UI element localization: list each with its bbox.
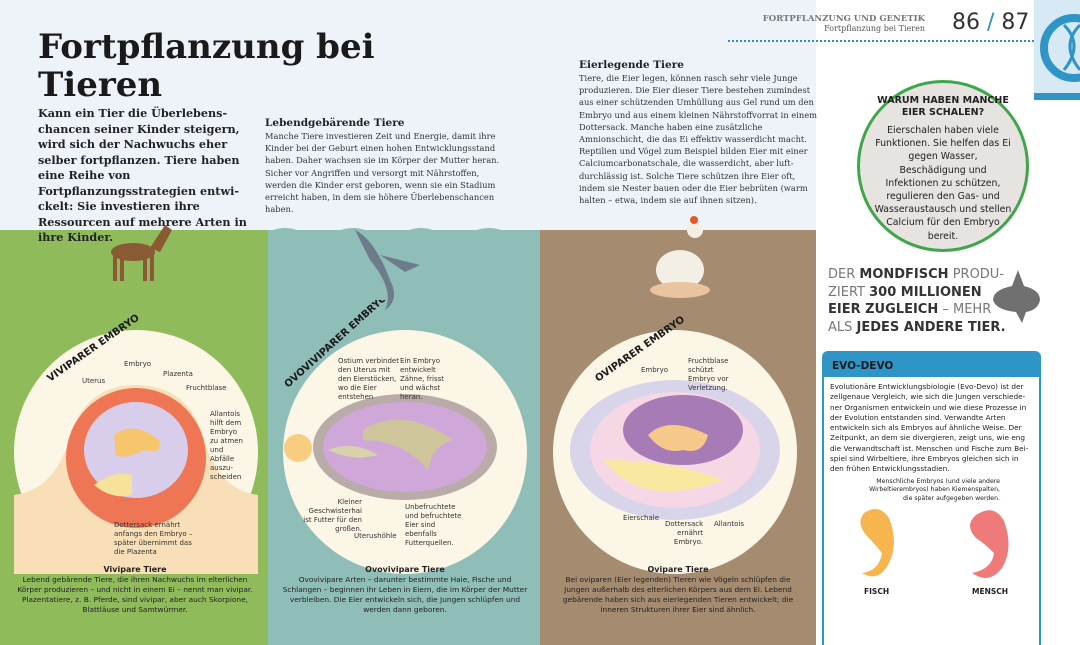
- caption-title: Ovipare Tiere: [647, 565, 709, 574]
- page-left: 86: [952, 10, 980, 35]
- evo-devo-box: EVO-DEVO Evolutionäre Entwicklungsbiolog…: [822, 351, 1041, 645]
- viviparous-diagram: [14, 330, 258, 574]
- label-uterine-cavity: Uterushöhle: [354, 532, 397, 540]
- caption-viviparous: Vivipare Tiere Lebend gebärende Tiere, di…: [10, 565, 260, 615]
- intro-text: Kann ein Tier die Überlebens­chancen sei…: [38, 106, 247, 244]
- label-amnion: Fruchtblase: [186, 384, 227, 392]
- animals-illustration: [111, 216, 710, 310]
- label-yolk-sac: Dottersack ernährt anfangs den Embryo – …: [114, 521, 193, 556]
- fish-label: FISCH: [864, 587, 890, 596]
- label-ostium: Ostium verbindet den Uterus mit den Eier…: [338, 357, 399, 401]
- evo-devo-text: Evolutionäre Entwicklungsbiologie (Evo-D…: [830, 382, 1029, 474]
- caption-text: Bei oviparen (Eier legenden) Tieren wie …: [562, 575, 794, 614]
- fact-bold: 300 MILLIONEN EIER ZUGLEICH: [828, 284, 982, 318]
- running-header: FORTPFLANZUNG UND GENETIK Fortpflanzung b…: [680, 14, 925, 33]
- caption-title: Ovovivipare Tiere: [365, 565, 445, 574]
- label-yolk-sac: Dottersack ernährt Embryo.: [665, 520, 704, 546]
- section-text: Tiere, die Eier legen, können rasch sehr…: [579, 73, 817, 206]
- fact-bold: MONDFISCH: [859, 267, 949, 282]
- header-divider: [728, 40, 1058, 42]
- label-sibling: Kleiner Geschwister­hai ist Futter für d…: [303, 498, 362, 533]
- chapter-name: FORTPFLANZUNG UND GENETIK: [762, 14, 925, 24]
- label-embryo: Ein Embryo entwickelt Zähne, frisst und …: [400, 357, 445, 401]
- page-numbers: 86 / 87: [952, 10, 1029, 35]
- shark-illustration: [355, 230, 420, 310]
- caption-oviparous: Ovipare Tiere Bei oviparen (Eier legenden…: [553, 565, 803, 615]
- fish-embryo-icon: [860, 509, 894, 577]
- topic-name: Fortpflanzung bei Tieren: [824, 24, 925, 33]
- caption-text: Ovovivipare Arten – darunter bestimmte H…: [282, 575, 528, 614]
- caption-title: Vivipare Tiere: [103, 565, 167, 574]
- page-separator: /: [987, 10, 995, 35]
- dna-magnifier-icon: [1034, 0, 1080, 100]
- label-embryo: Embryo: [124, 360, 151, 368]
- section-heading: Lebendgebärende Tiere: [265, 117, 405, 129]
- sunfish-icon: [993, 270, 1040, 323]
- label-amnion: Fruchtblase schützt Embryo vor Verletzun…: [688, 357, 729, 392]
- evo-devo-note: Menschliche Embryos (und viele andere Wi…: [869, 478, 1000, 502]
- page-title: Fortpflanzung bei Tieren: [38, 27, 375, 105]
- oviparous-diagram: [553, 330, 797, 574]
- sunfish-fact: DER MONDFISCH PRODU­ZIERT 300 MILLIONEN …: [828, 266, 1018, 336]
- horse-illustration: [111, 225, 172, 281]
- section-heading: Eierlegende Tiere: [579, 59, 684, 71]
- fact-bold: JEDES ANDERE TIER.: [856, 319, 1006, 335]
- label-eggs: Unbefruchtete und befruchtete Eier sind …: [405, 503, 462, 547]
- evo-devo-title: EVO-DEVO: [824, 353, 1039, 377]
- caption-ovoviviparous: Ovovivipare Tiere Ovovivipare Arten – dar…: [280, 565, 530, 615]
- question-title: WARUM HABEN MANCHE EIER SCHALEN?: [877, 95, 1009, 118]
- human-label: MENSCH: [972, 587, 1009, 596]
- label-embryo: Embryo: [641, 366, 668, 374]
- page-right: 87: [1001, 10, 1030, 35]
- label-uterus: Uterus: [82, 377, 106, 385]
- label-allantois: Allantois hilft dem Embryo zu atmen und …: [210, 410, 243, 481]
- arc-labels: VIVIPARER EMBRYO OVOVIVIPARER EMBRYO OVI…: [45, 300, 687, 390]
- human-embryo-icon: [970, 510, 1009, 578]
- ovoviviparous-diagram: [283, 330, 527, 574]
- label-placenta: Plazenta: [163, 370, 193, 378]
- section-viviparous: Lebendgebärende Tiere Manche Tiere invest…: [265, 117, 510, 215]
- question-text: Eierschalen haben viele Funktionen. Sie …: [874, 125, 1012, 242]
- caption-text: Lebend gebärende Tiere, die ihren Nachwu…: [17, 575, 253, 614]
- hen-illustration: [650, 216, 710, 298]
- label-eggshell: Eierschale: [623, 514, 660, 522]
- question-circle: WARUM HABEN MANCHE EIER SCHALEN? Eierscha…: [857, 80, 1029, 252]
- embryo-comparison: [860, 509, 1009, 578]
- fact-text: – MEHR ALS: [828, 302, 992, 335]
- label-allantois: Allantois: [714, 520, 745, 528]
- arc-label: VIVIPARER EMBRYO: [45, 313, 141, 385]
- section-oviparous: Eierlegende Tiere Tiere, die Eier legen, …: [579, 59, 819, 206]
- fact-text: PRODU­ZIERT: [828, 267, 1005, 300]
- section-text: Manche Tiere investieren Zeit und Energi…: [265, 131, 500, 215]
- fact-text: DER: [828, 267, 860, 282]
